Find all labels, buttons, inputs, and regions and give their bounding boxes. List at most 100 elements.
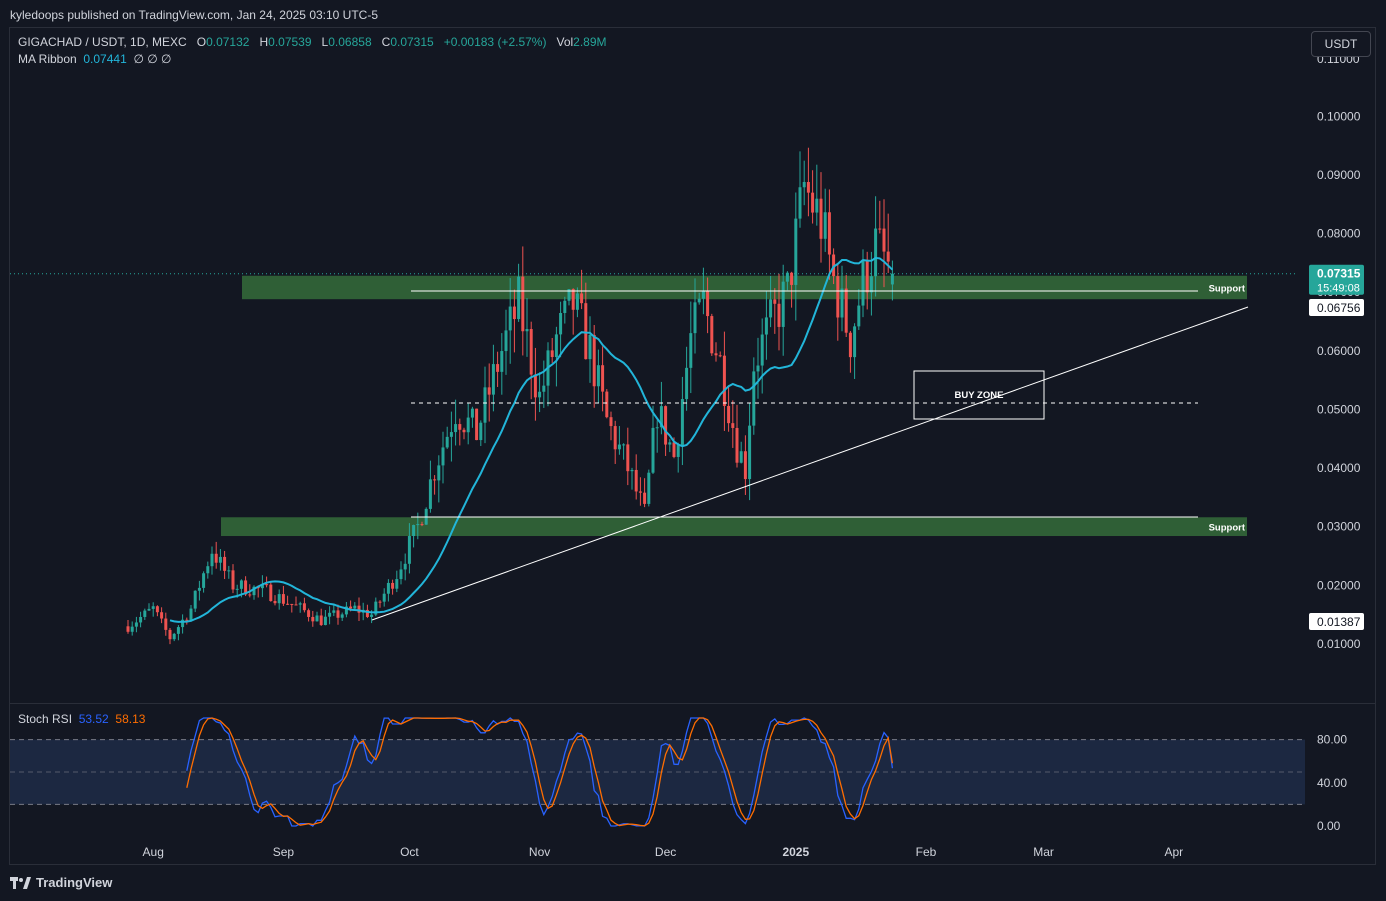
candle-body (655, 427, 659, 429)
price-axis-label: 0.08000 (1317, 227, 1361, 241)
currency-button[interactable]: USDT (1311, 31, 1371, 57)
candle-body (441, 447, 445, 466)
publisher-line: kyledoops published on TradingView.com, … (10, 8, 379, 22)
rsi-axis-label: 40.00 (1317, 776, 1347, 790)
date-axis-label: Oct (400, 845, 419, 859)
price-axis-label: 0.10000 (1317, 109, 1361, 123)
candle-body (391, 582, 395, 589)
candle-body (517, 276, 521, 320)
candle-body (680, 399, 684, 446)
candle-body (798, 187, 802, 219)
candle-body (668, 442, 672, 445)
candle-body (727, 405, 731, 424)
price-axis-label: 0.09000 (1317, 168, 1361, 182)
candle-body (353, 605, 357, 609)
candle-body (836, 276, 840, 318)
candle-body (811, 192, 815, 213)
candle-body (567, 289, 571, 301)
support-zone (242, 275, 1247, 300)
candle-body (407, 535, 411, 564)
candle-body (294, 604, 298, 606)
date-axis-label: 2025 (782, 845, 809, 859)
candle-body (454, 424, 458, 433)
candle-body (525, 329, 529, 332)
candle-body (554, 334, 558, 358)
level-tag-upper-value: 0.06756 (1317, 301, 1361, 315)
candle-body (197, 587, 201, 591)
candle-body (365, 609, 369, 617)
candle-body (273, 601, 277, 604)
candle-body (575, 293, 579, 310)
candle-body (328, 612, 332, 617)
level-tag-lower (1309, 613, 1364, 630)
candle-body (886, 251, 890, 262)
candle-body (298, 603, 302, 605)
candle-body (445, 436, 449, 448)
symbol-name[interactable]: GIGACHAD / USDT, 1D, MEXC (18, 35, 187, 49)
candle-body (777, 303, 781, 327)
candle-body (781, 281, 785, 327)
candle-body (466, 417, 470, 433)
chart-frame[interactable] (9, 27, 1376, 865)
candle-body (722, 355, 726, 406)
candle-body (689, 333, 693, 368)
candle-body (638, 491, 642, 493)
candle-body (785, 272, 789, 282)
candle-body (823, 212, 827, 239)
candle-body (504, 330, 508, 352)
rsi-axis-label: 80.00 (1317, 733, 1347, 747)
candle-body (412, 525, 416, 536)
candle-body (143, 610, 147, 617)
open-label: O (196, 35, 207, 49)
candle-body (172, 633, 176, 640)
candle-body (718, 355, 722, 357)
candle-body (403, 563, 407, 570)
candle-body (319, 615, 323, 626)
candle-body (130, 626, 134, 632)
candle-body (756, 365, 760, 372)
candle-body (239, 580, 243, 589)
candle-body (571, 289, 575, 310)
low-label: L (321, 35, 329, 49)
candle-body (290, 603, 294, 605)
buy-zone-label: BUY ZONE (955, 390, 1004, 401)
candle-body (202, 573, 206, 588)
candle-body (865, 259, 869, 293)
candle-body (773, 299, 777, 304)
ma-value: 0.07441 (83, 52, 127, 66)
rsi-title[interactable]: Stoch RSI (18, 712, 73, 726)
candle-body (580, 293, 584, 304)
candle-body (307, 610, 311, 617)
top-bar: kyledoops published on TradingView.com, … (0, 0, 1386, 27)
price-axis-label: 0.01000 (1317, 637, 1361, 651)
candle-body (433, 479, 437, 481)
price-axis-label: 0.02000 (1317, 578, 1361, 592)
candle-body (311, 616, 315, 622)
date-axis-label: Dec (655, 845, 676, 859)
candle-body (235, 588, 239, 590)
price-axis-label: 0.06000 (1317, 344, 1361, 358)
tradingview-logo[interactable]: TradingView (10, 875, 112, 890)
price-axis-label: 0.04000 (1317, 461, 1361, 475)
candle-body (420, 524, 424, 526)
candle-body (731, 423, 735, 428)
candle-body (609, 417, 613, 427)
candle-body (806, 182, 810, 193)
candle-body (449, 432, 453, 437)
candle-body (748, 425, 752, 480)
pane-divider[interactable] (10, 703, 1375, 704)
support-label: Support (1209, 283, 1246, 294)
candle-body (832, 254, 836, 277)
candle-body (714, 353, 718, 356)
candle-body (735, 427, 739, 463)
candle-body (529, 329, 533, 375)
candle-body (664, 406, 668, 445)
candle-body (647, 472, 651, 504)
ma-label[interactable]: MA Ribbon (18, 52, 77, 66)
candle-body (701, 290, 705, 299)
candle-body (605, 391, 609, 418)
candle-body (764, 317, 768, 335)
candle-body (176, 627, 180, 634)
candle-body (592, 334, 596, 387)
